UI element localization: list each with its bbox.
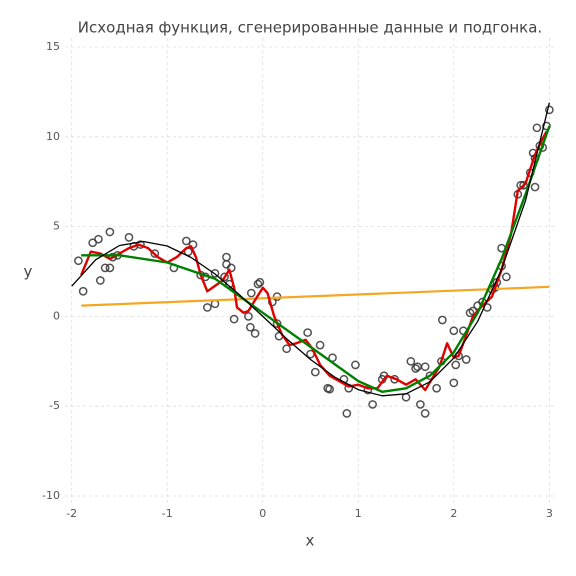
data-point [542,121,551,131]
data-point [351,360,360,370]
data-point [222,252,231,262]
data-point [519,180,528,190]
data-point [105,263,115,273]
x-tick-label: -2 [66,507,77,520]
data-point [78,286,88,296]
data-point [74,256,83,266]
y-tick-label: 15 [46,40,60,53]
data-point [532,123,542,133]
data-point [94,234,103,244]
data-point [420,362,430,372]
data-point [100,263,110,273]
data-point [229,314,239,324]
data-point [202,303,212,312]
data-point [368,400,377,409]
data-point [210,268,220,278]
data-point [502,272,511,282]
y-axis-label: y [24,263,33,281]
data-point [449,326,459,336]
x-tick-label: 1 [355,507,362,520]
x-tick-label: 0 [259,507,266,520]
chart-title: Исходная функция, сгенерированные данные… [78,19,542,37]
data-point [226,263,236,273]
data-point [246,288,256,298]
data-point [244,312,253,321]
y-tick-label: 5 [53,220,60,233]
data-point [416,400,425,409]
data-point [105,227,115,237]
x-tick-label: 3 [546,507,553,520]
data-point [315,340,325,350]
data-point [413,362,422,372]
y-tick-label: 0 [53,309,60,322]
data-point [461,355,471,364]
data-point [255,277,265,287]
data-point [124,233,134,242]
x-tick-label: 2 [450,507,457,520]
y-tick-label: 10 [46,130,60,143]
data-point [250,329,260,338]
line [81,125,551,393]
x-axis-label: x [306,532,315,550]
data-point [95,276,105,285]
line [71,102,551,397]
data-point [451,360,461,370]
data-point [253,279,263,289]
y-tick-label: -5 [49,399,60,412]
data-point [411,364,420,373]
data-point [406,356,416,366]
data-point [438,315,447,325]
line [81,285,550,307]
data-point [342,409,352,418]
data-point [181,236,191,246]
data-point [401,392,411,402]
y-tick-label: -10 [42,489,60,502]
x-tick-label: -1 [162,507,173,520]
data-point [220,272,229,282]
data-point [420,409,430,418]
data-point [282,344,291,354]
line [80,130,548,392]
data-point [432,383,441,393]
data-point [310,367,320,377]
data-point [449,378,459,388]
data-point [245,322,255,332]
data-point [303,328,313,337]
data-point [325,384,334,394]
data-point [150,249,160,258]
data-point [272,319,282,328]
data-point [545,105,554,115]
data-point [530,182,540,192]
